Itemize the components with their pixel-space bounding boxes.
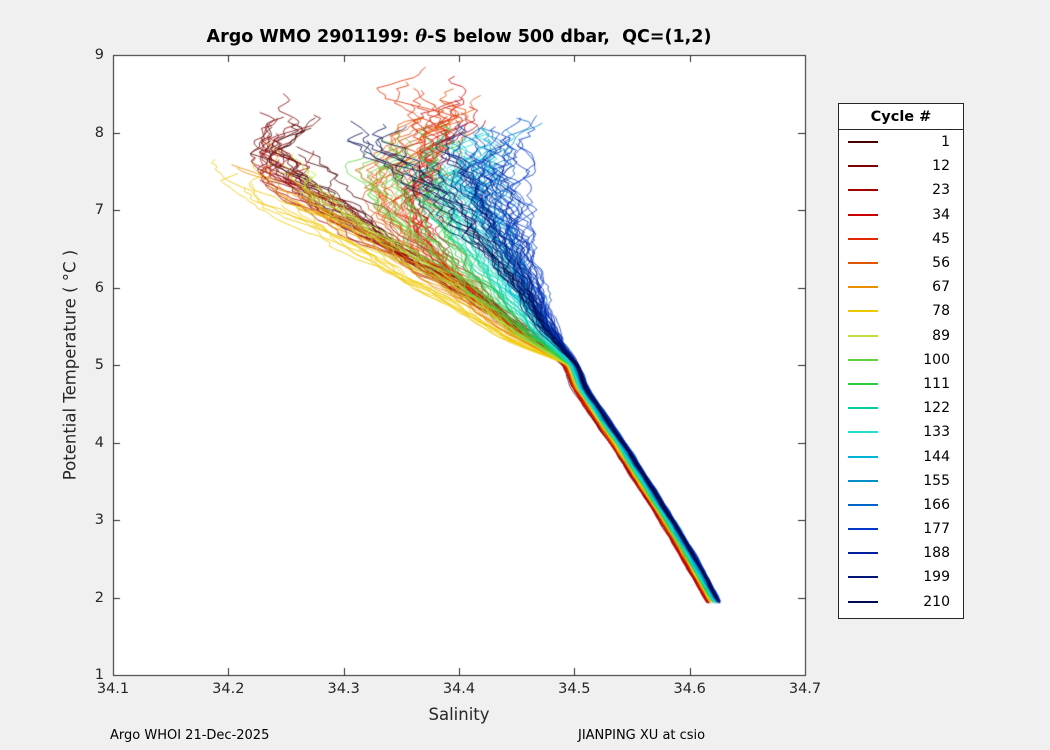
- y-tick-label: 4: [94, 434, 104, 451]
- y-tick-label: 9: [94, 47, 104, 63]
- legend-entry-label: 56: [932, 255, 950, 272]
- legend-line-sample: [848, 213, 878, 216]
- legend-entry: 111: [839, 372, 963, 396]
- legend-box: Cycle # 1 12 23 34 45 56 67 78 89 100 111 122 133 144…: [838, 103, 964, 619]
- y-tick-label: 1: [94, 667, 104, 683]
- legend-entry-label: 133: [923, 424, 950, 441]
- legend-entry-label: 199: [923, 569, 950, 586]
- legend-line-sample: [848, 552, 878, 555]
- legend-line-sample: [848, 237, 878, 240]
- legend-entry: 210: [839, 590, 963, 614]
- legend-line-sample: [848, 455, 878, 458]
- legend-entry-label: 111: [923, 375, 950, 392]
- legend-line-sample: [848, 189, 878, 192]
- x-axis-label: Salinity: [428, 705, 490, 724]
- legend-entry: 133: [839, 420, 963, 444]
- y-tick-label: 2: [94, 589, 104, 606]
- legend-line-sample: [848, 576, 878, 579]
- legend-entry: 45: [839, 227, 963, 251]
- x-tick-label: 34.2: [212, 681, 245, 697]
- legend-line-sample: [848, 286, 878, 289]
- footer-left-caption: Argo WHOI 21-Dec-2025: [110, 728, 270, 743]
- y-tick-label: 7: [94, 202, 104, 218]
- legend-entry-label: 12: [932, 158, 950, 175]
- legend-entry-label: 100: [923, 351, 950, 368]
- legend-entry-label: 45: [932, 230, 950, 247]
- legend-entry-label: 89: [932, 327, 950, 344]
- theta-symbol: θ: [415, 27, 428, 47]
- y-tick-label: 8: [94, 124, 104, 141]
- legend-entry: 144: [839, 444, 963, 468]
- y-tick-label: 6: [94, 279, 104, 296]
- x-tick-label: 34.4: [442, 681, 476, 697]
- legend-entry: 100: [839, 348, 963, 372]
- legend-entry: 67: [839, 275, 963, 299]
- legend-line-sample: [848, 503, 878, 506]
- x-tick-label: 34.7: [788, 681, 822, 697]
- legend-entry-label: 188: [923, 545, 950, 562]
- x-tick-label: 34.1: [96, 681, 130, 697]
- legend-line-sample: [848, 262, 878, 265]
- footer-right-caption: JIANPING XU at csio: [578, 728, 706, 743]
- legend-entry-label: 155: [923, 472, 950, 489]
- legend-line-sample: [848, 479, 878, 482]
- legend-line-sample: [848, 165, 878, 168]
- legend-entry-label: 210: [923, 593, 950, 610]
- legend-title: Cycle #: [839, 107, 963, 130]
- legend-entry-label: 23: [932, 182, 950, 199]
- legend-entry-label: 177: [923, 521, 950, 538]
- x-tick-label: 34.5: [558, 681, 591, 697]
- legend-entry: 23: [839, 178, 963, 202]
- legend-entry: 177: [839, 517, 963, 541]
- plot-title-prefix: Argo WMO 2901199:: [206, 27, 416, 47]
- legend-entries: 1 12 23 34 45 56 67 78 89 100 111 122 133 144 155 166 17…: [839, 130, 963, 614]
- legend-entry: 1: [839, 130, 963, 154]
- legend-entry-label: 34: [932, 206, 950, 223]
- legend-line-sample: [848, 528, 878, 531]
- legend-entry-label: 78: [932, 303, 950, 320]
- legend-line-sample: [848, 310, 878, 313]
- legend-line-sample: [848, 600, 878, 603]
- plot-title: Argo WMO 2901199: θ-S below 500 dbar, QC…: [207, 27, 712, 47]
- legend-entry: 34: [839, 203, 963, 227]
- legend-entry: 56: [839, 251, 963, 275]
- y-tick-label: 3: [94, 512, 104, 528]
- legend-entry-label: 67: [932, 279, 950, 296]
- plot-title-suffix: -S below 500 dbar, QC=(1,2): [427, 27, 712, 47]
- legend-entry: 188: [839, 541, 963, 565]
- legend-entry: 166: [839, 493, 963, 517]
- legend-entry-label: 1: [941, 134, 950, 151]
- x-tick-label: 34.3: [327, 681, 360, 697]
- legend-line-sample: [848, 334, 878, 337]
- legend-entry: 78: [839, 299, 963, 323]
- legend-line-sample: [848, 358, 878, 361]
- legend-line-sample: [848, 141, 878, 144]
- legend-entry-label: 166: [923, 496, 950, 513]
- legend-entry: 89: [839, 324, 963, 348]
- legend-entry: 12: [839, 154, 963, 178]
- legend-entry-label: 122: [923, 400, 950, 417]
- y-tick-label: 5: [94, 357, 104, 373]
- legend-entry: 199: [839, 565, 963, 589]
- legend-line-sample: [848, 431, 878, 434]
- legend-entry: 155: [839, 469, 963, 493]
- legend-entry-label: 144: [923, 448, 950, 465]
- x-tick-label: 34.6: [673, 681, 706, 697]
- legend-line-sample: [848, 407, 878, 410]
- legend-line-sample: [848, 382, 878, 385]
- legend-entry: 122: [839, 396, 963, 420]
